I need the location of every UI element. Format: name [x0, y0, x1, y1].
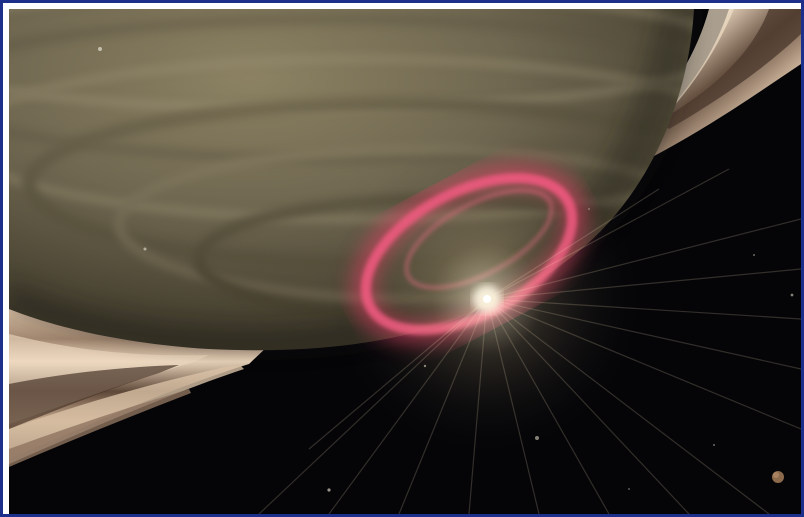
small-moon: [772, 471, 784, 483]
saturn-scene: [9, 9, 801, 514]
stars: [98, 47, 794, 492]
space-illustration: [9, 9, 801, 514]
sun-flare: [258, 139, 801, 514]
